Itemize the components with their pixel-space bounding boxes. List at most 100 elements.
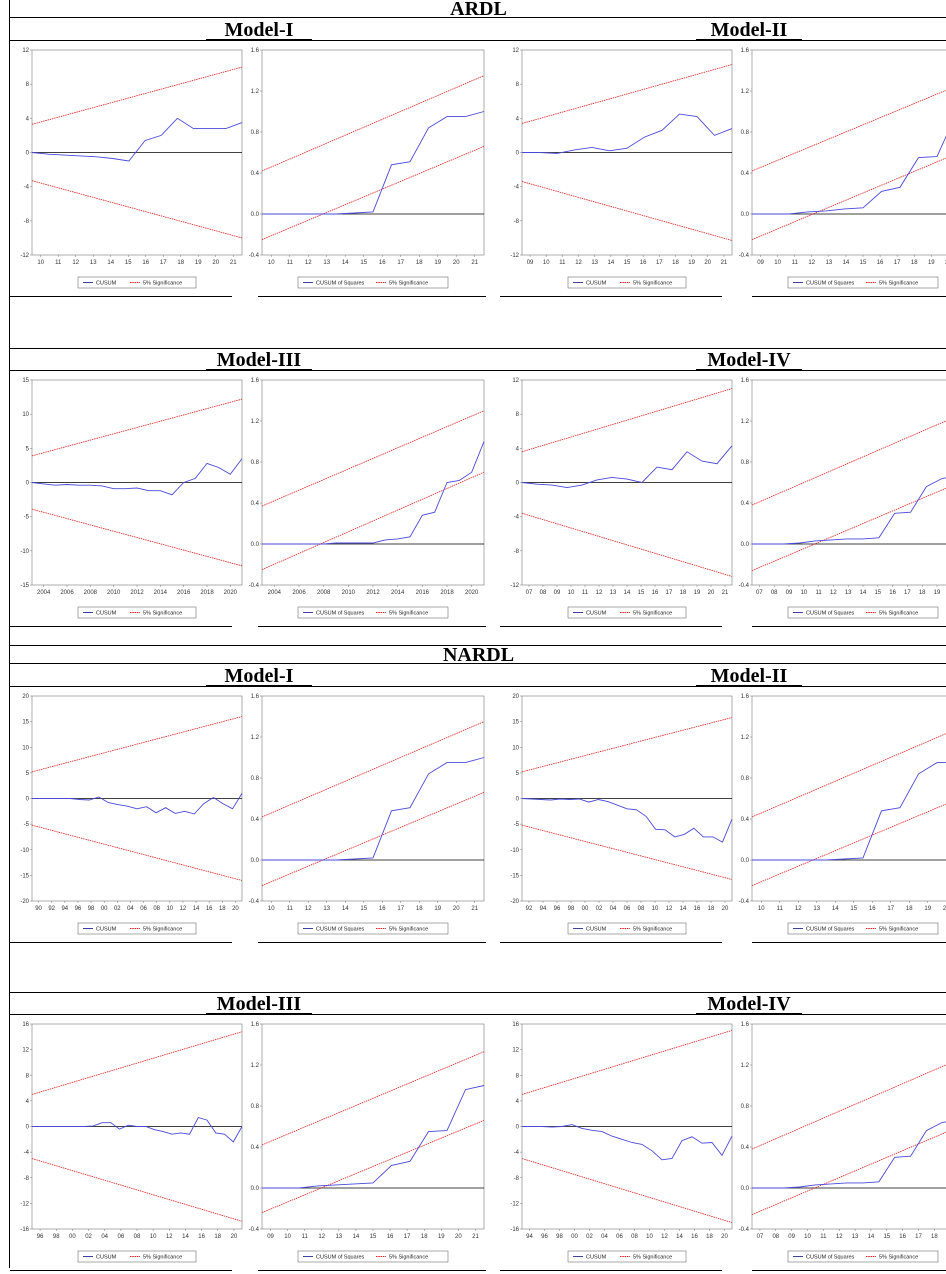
x-tick-label: 12 bbox=[166, 1234, 173, 1240]
y-tick-label: -15 bbox=[20, 583, 29, 589]
chart-underline bbox=[258, 1270, 486, 1271]
y-tick-label: 0.8 bbox=[251, 1104, 260, 1110]
legend-box bbox=[787, 1250, 939, 1263]
y-tick-label: -8 bbox=[514, 1176, 520, 1182]
x-tick-label: 11 bbox=[820, 1234, 827, 1240]
y-tick-label: 0.0 bbox=[251, 542, 260, 548]
x-tick-label: 11 bbox=[302, 1234, 309, 1240]
x-tick-label: 19 bbox=[438, 1234, 445, 1240]
x-tick-label: 10 bbox=[758, 906, 765, 912]
y-tick-label: 10 bbox=[22, 412, 29, 418]
row-divider bbox=[10, 992, 946, 993]
cusum-squares-series-line bbox=[752, 762, 946, 861]
y-tick-label: 0.4 bbox=[251, 1145, 260, 1151]
x-tick-label: 2020 bbox=[465, 590, 479, 596]
x-tick-label: 18 bbox=[177, 260, 184, 266]
chart-underline bbox=[752, 296, 946, 297]
x-tick-label: 07 bbox=[526, 590, 533, 596]
x-tick-label: 17 bbox=[904, 590, 911, 596]
x-tick-label: 16 bbox=[142, 260, 149, 266]
y-tick-label: -16 bbox=[20, 1227, 29, 1233]
x-tick-label: 2008 bbox=[317, 590, 331, 596]
y-tick-label: 8 bbox=[26, 82, 30, 88]
x-tick-label: 21 bbox=[230, 260, 237, 266]
x-tick-label: 15 bbox=[860, 260, 867, 266]
x-tick-label: 94 bbox=[61, 906, 68, 912]
x-tick-label: 16 bbox=[877, 260, 884, 266]
y-tick-label: 0.4 bbox=[741, 1145, 750, 1151]
y-tick-label: 12 bbox=[512, 378, 519, 384]
x-tick-label: 12 bbox=[575, 260, 582, 266]
upper-bound-line bbox=[261, 410, 485, 507]
cusum-chart: 20 15 10 5 0 -5 -10 -15 -20 92 94 96 98 00 02 04 06 08 10 1… bbox=[510, 694, 733, 935]
x-tick-label: 12 bbox=[836, 1234, 843, 1240]
x-tick-label: 15 bbox=[624, 260, 631, 266]
y-tick-label: -20 bbox=[20, 899, 29, 905]
y-tick-label: -5 bbox=[24, 822, 30, 828]
x-tick-label: 16 bbox=[652, 590, 659, 596]
lower-bound-line bbox=[261, 471, 485, 570]
chart-underline bbox=[752, 1270, 946, 1271]
x-tick-label: 90 bbox=[35, 906, 42, 912]
legend-series-label: CUSUM bbox=[96, 281, 117, 287]
x-tick-label: 19 bbox=[434, 906, 441, 912]
legend-series-label: CUSUM bbox=[586, 281, 607, 287]
x-tick-label: 13 bbox=[845, 590, 852, 596]
y-tick-label: -0.4 bbox=[249, 253, 260, 259]
y-tick-label: 0 bbox=[516, 797, 520, 803]
model-chart-pair: 20 15 10 5 0 -5 -10 -15 -20 90 92 94 96 98 00 02 04 06 08 1… bbox=[20, 694, 485, 935]
plot-frame bbox=[751, 379, 946, 586]
x-tick-label: 2012 bbox=[366, 590, 380, 596]
y-tick-label: 0 bbox=[26, 797, 30, 803]
x-tick-label: 14 bbox=[843, 260, 850, 266]
cusumsq-chart: 1.6 1.2 0.8 0.4 0.0 -0.4 10 11 12 13 14 15 16 17 18 19 2… bbox=[249, 48, 485, 289]
y-tick-label: -0.4 bbox=[249, 583, 260, 589]
x-tick-label: 06 bbox=[140, 906, 147, 912]
x-tick-label: 10 bbox=[774, 260, 781, 266]
legend: CUSUM 5% Significance bbox=[567, 606, 687, 619]
y-tick-label: -4 bbox=[514, 515, 520, 521]
y-tick-label: 12 bbox=[22, 1048, 29, 1054]
x-tick-label: 15 bbox=[638, 590, 645, 596]
y-tick-label: -10 bbox=[510, 848, 519, 854]
x-tick-label: 20 bbox=[212, 260, 219, 266]
title-divider bbox=[10, 1014, 946, 1015]
x-tick-label: 14 bbox=[182, 1234, 189, 1240]
x-tick-label: 18 bbox=[416, 906, 423, 912]
chart-underline bbox=[258, 942, 486, 943]
legend-significance-label: 5% Significance bbox=[633, 1255, 672, 1261]
upper-bound-line bbox=[31, 398, 243, 457]
y-tick-label: 1.6 bbox=[251, 48, 260, 54]
y-tick-label: 4 bbox=[516, 1099, 520, 1105]
x-tick-label: 19 bbox=[688, 260, 695, 266]
legend-series-label: CUSUM bbox=[96, 927, 117, 933]
chart-underline bbox=[10, 296, 232, 297]
cusum-chart: 12 8 4 0 -4 -8 -12 09 10 11 12 13 14 15 16 17 18 19 20 21 CU… bbox=[510, 48, 733, 289]
model-chart-pair: 12 8 4 0 -4 -8 -12 10 11 12 13 14 15 16 17 18 19 20 21 CUSU… bbox=[20, 48, 485, 289]
x-tick-label: 19 bbox=[934, 590, 941, 596]
cusum-chart: 12 8 4 0 -4 -8 -12 10 11 12 13 14 15 16 17 18 19 20 21 CUSU… bbox=[20, 48, 243, 289]
x-tick-label: 19 bbox=[195, 260, 202, 266]
x-tick-label: 2010 bbox=[342, 590, 356, 596]
x-tick-label: 92 bbox=[48, 906, 55, 912]
legend: CUSUM 5% Significance bbox=[567, 922, 687, 935]
x-tick-label: 14 bbox=[193, 906, 200, 912]
x-tick-label: 04 bbox=[101, 1234, 108, 1240]
x-tick-label: 98 bbox=[568, 906, 575, 912]
x-tick-label: 2016 bbox=[416, 590, 430, 596]
model-title: Model-III bbox=[206, 994, 312, 1014]
legend-series-label: CUSUM of Squares bbox=[806, 927, 855, 933]
y-tick-label: 0 bbox=[516, 481, 520, 487]
cusum-series-line bbox=[522, 1124, 733, 1161]
y-tick-label: 0 bbox=[26, 1125, 30, 1131]
x-tick-label: 10 bbox=[37, 260, 44, 266]
x-tick-label: 17 bbox=[915, 1234, 922, 1240]
y-tick-label: 0.4 bbox=[251, 817, 260, 823]
section-title: NARDL bbox=[10, 645, 946, 665]
y-tick-label: 1.6 bbox=[741, 48, 750, 54]
y-tick-label: 0.8 bbox=[251, 130, 260, 136]
legend: CUSUM 5% Significance bbox=[567, 1250, 687, 1263]
y-tick-label: -10 bbox=[20, 848, 29, 854]
y-tick-label: 1.2 bbox=[251, 1063, 260, 1069]
